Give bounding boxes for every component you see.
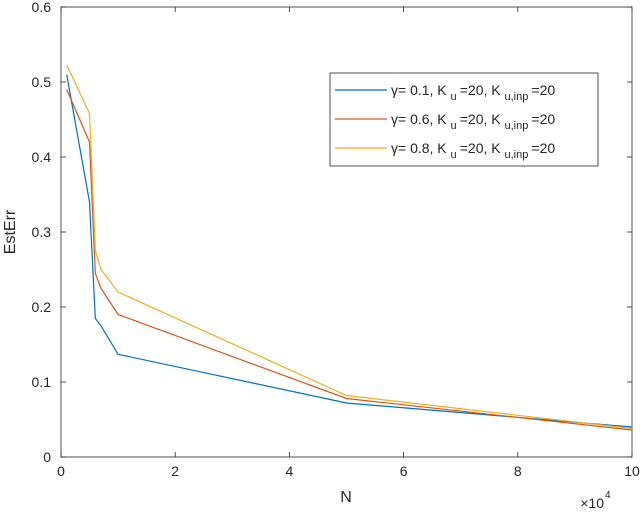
x-tick-label: 2 [171, 463, 179, 479]
x-tick-label: 6 [400, 463, 408, 479]
y-tick-label: 0.6 [32, 0, 52, 15]
x-tick-label: 4 [286, 463, 294, 479]
y-axis-label: EstErr [2, 209, 19, 254]
series-line-1 [66, 74, 633, 428]
x-exponent-base: ×10 [580, 495, 604, 511]
x-tick-label: 10 [624, 463, 640, 479]
legend-entry-1: γ= 0.1, K u =20, K u,inp =20 [391, 82, 555, 103]
y-tick-label: 0.3 [32, 224, 52, 240]
y-tick-label: 0 [43, 449, 51, 465]
axes: 0 2 4 6 8 10 0 0.1 0.2 0.3 0.4 0.5 0.6 [32, 0, 640, 479]
x-tick-label: 0 [57, 463, 65, 479]
x-tick-label: 8 [514, 463, 522, 479]
legend-entry-3: γ= 0.8, K u =20, K u,inp =20 [391, 140, 555, 161]
y-tick-label: 0.1 [32, 374, 52, 390]
legend-entry-2: γ= 0.6, K u =20, K u,inp =20 [391, 111, 555, 132]
y-tick-label: 0.5 [32, 74, 52, 90]
y-tick-label: 0.4 [32, 149, 52, 165]
y-tick-label: 0.2 [32, 299, 52, 315]
x-exponent-power: 4 [605, 490, 611, 501]
series-group [66, 64, 633, 431]
series-line-3 [66, 64, 633, 430]
series-line-2 [66, 89, 633, 431]
legend: γ= 0.1, K u =20, K u,inp =20 γ= 0.6, K u … [329, 72, 599, 167]
x-axis-label: N [340, 489, 352, 506]
